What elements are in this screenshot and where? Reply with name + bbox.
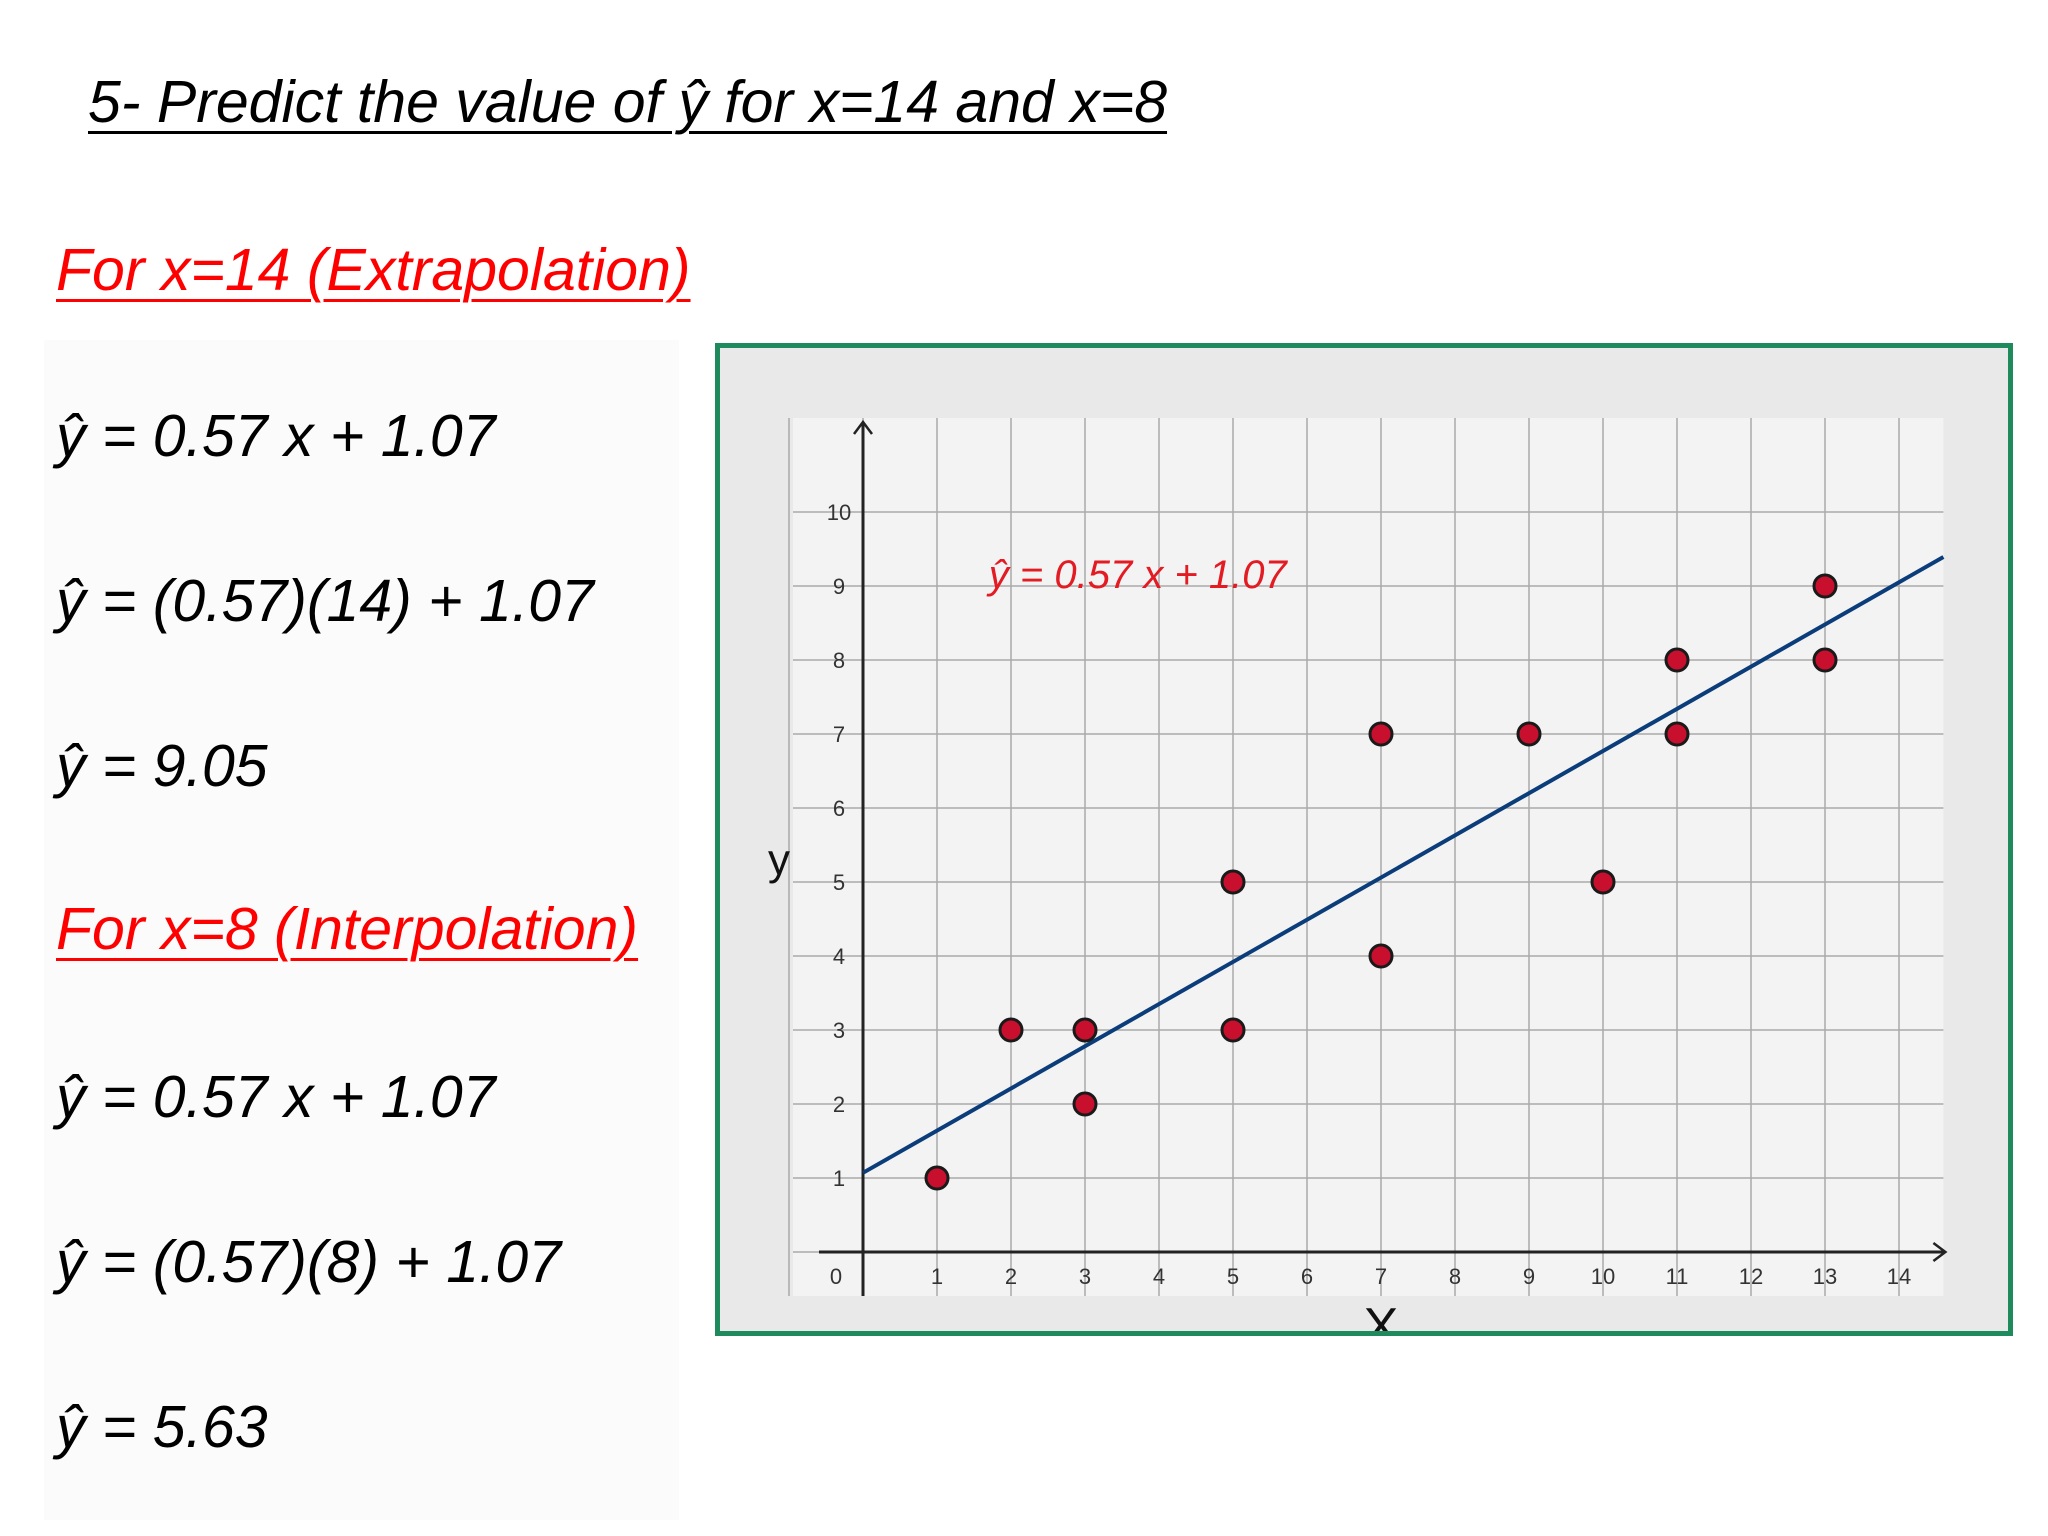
x-tick-label: 1 [931,1264,943,1289]
extrapolation-substitution: ŷ = (0.57)(14) + 1.07 [56,568,594,634]
x-tick-label: 12 [1739,1264,1763,1289]
extrapolation-heading: For x=14 (Extrapolation) [56,237,691,303]
interpolation-equation: ŷ = 0.57 x + 1.07 [56,1064,496,1130]
y-tick-label: 3 [833,1018,845,1043]
regression-line [862,555,1945,1175]
y-tick-label: 8 [833,648,845,673]
y-tick-label: 7 [833,722,845,747]
x-axis-label: X [1364,1298,1399,1331]
data-point [1368,721,1394,747]
x-tick-label: 5 [1227,1264,1239,1289]
x-tick-label: 6 [1301,1264,1313,1289]
regression-equation-label: ŷ = 0.57 x + 1.07 [986,553,1289,597]
x-tick-label: 14 [1887,1264,1911,1289]
y-tick-label: 2 [833,1092,845,1117]
x-tick-label: 2 [1005,1264,1017,1289]
data-point [1072,1091,1098,1117]
x-tick-label: 11 [1666,1264,1689,1289]
x-axis-arrow [1932,1242,1948,1262]
data-point [998,1017,1024,1043]
data-point [1664,721,1690,747]
data-point [1664,647,1690,673]
x-tick-label: 13 [1813,1264,1837,1289]
interpolation-substitution: ŷ = (0.57)(8) + 1.07 [56,1229,562,1295]
data-point [1220,1017,1246,1043]
y-tick-label: 6 [833,796,845,821]
y-tick-label: 1 [833,1166,845,1191]
y-tick-label: 9 [833,574,845,599]
interpolation-heading: For x=8 (Interpolation) [56,896,639,962]
slide-title: 5- Predict the value of ŷ for x=14 and x… [88,69,1168,135]
working-panel [44,340,679,1520]
extrapolation-equation: ŷ = 0.57 x + 1.07 [56,403,496,469]
y-tick-label: 5 [833,870,845,895]
x-tick-label: 8 [1449,1264,1461,1289]
x-tick-label: 9 [1523,1264,1535,1289]
y-axis-arrow [853,419,873,435]
data-point [1368,943,1394,969]
y-axis-label: y [768,836,790,885]
x-tick-label: 4 [1153,1264,1165,1289]
data-point [1516,721,1542,747]
data-point [1812,573,1838,599]
data-point [1072,1017,1098,1043]
data-point [924,1165,950,1191]
origin-label: 0 [830,1264,842,1289]
x-tick-label: 3 [1079,1264,1091,1289]
x-tick-label: 7 [1375,1264,1387,1289]
interpolation-result: ŷ = 5.63 [56,1394,268,1460]
extrapolation-result: ŷ = 9.05 [56,733,268,799]
plot-area [793,418,1944,1296]
data-point [1590,869,1616,895]
data-point [1220,869,1246,895]
x-tick-label: 10 [1591,1264,1615,1289]
data-point [1812,647,1838,673]
y-tick-label: 10 [827,500,851,525]
y-tick-label: 4 [833,944,845,969]
